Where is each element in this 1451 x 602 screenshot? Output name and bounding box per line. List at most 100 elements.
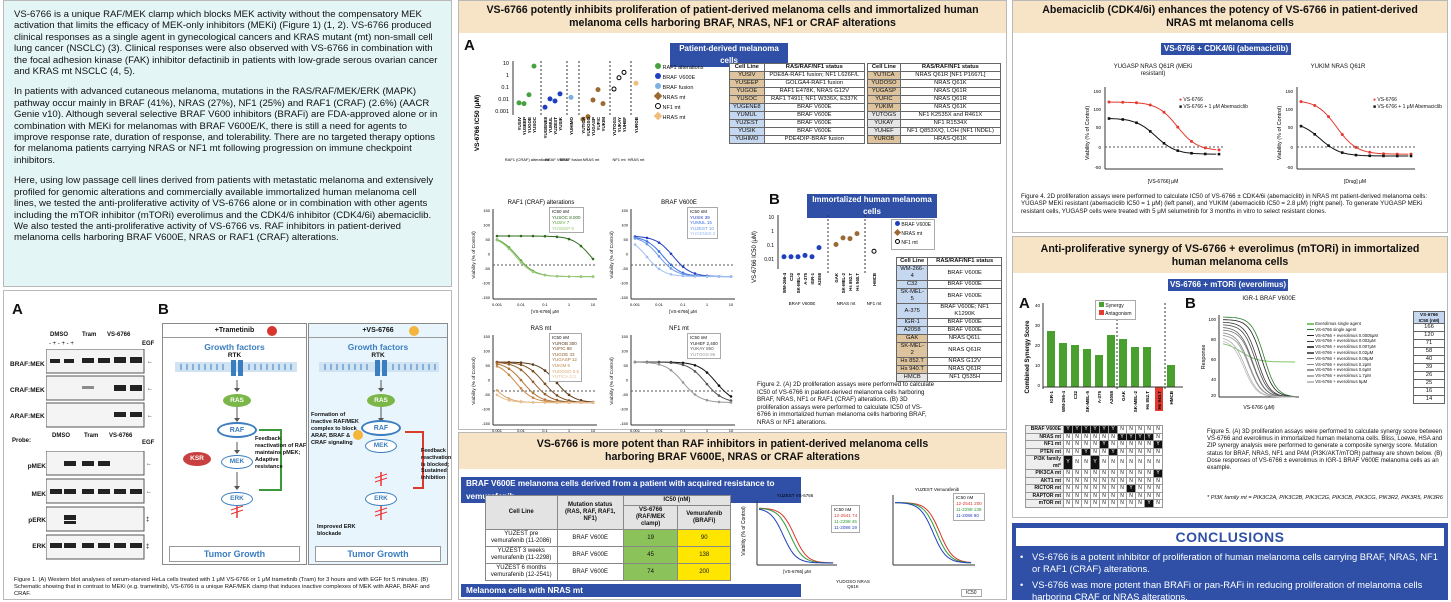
fig5b-ic-value: 26 (1413, 371, 1445, 380)
left-mek-node: MEK (221, 455, 253, 469)
fig5a-bar (1047, 331, 1055, 387)
mutation-cell: Y (1090, 425, 1100, 434)
mutation-cell: N (1090, 476, 1100, 485)
mutation-cell: Y (1063, 425, 1073, 434)
fig2a-curve-point (567, 237, 571, 241)
svg-text:0.1: 0.1 (767, 243, 774, 249)
fig2a-curve-point (669, 267, 673, 270)
fig5a-legend: Synergy Antagonism (1095, 300, 1136, 320)
mutation-cell: N (1063, 447, 1073, 456)
figure-5-footnote: * PI3K family mt = PIK3C2A, PIK3C2B, PIK… (1207, 495, 1443, 501)
fig5b-ic-value: 25 (1413, 379, 1445, 388)
fig2b-point (788, 254, 794, 260)
mutation-cell: N (1099, 432, 1109, 441)
svg-text:0: 0 (626, 252, 629, 257)
right-feedback-note: Feedback reactivation is blocked; Sustai… (421, 448, 452, 482)
fig4-right-title: YUKIM NRAS Q61R (1310, 64, 1366, 70)
cell-line-status: NRAS Q61R (927, 365, 1002, 374)
fig3-leg1-a: 12-2541 74 (834, 513, 858, 518)
svg-text:10: 10 (1035, 363, 1041, 368)
fig2a-curve-title: NF1 mt (669, 326, 689, 332)
fig2a-curve-point (693, 393, 697, 396)
fig2a-curve-point (543, 369, 547, 372)
blot-probe-label: Probe: (12, 438, 32, 444)
svg-text:0.1: 0.1 (680, 428, 686, 433)
fig5b-legend: Everolimus single agent VS-6766 single a… (1307, 321, 1378, 385)
mutation-cell: Y (1153, 440, 1163, 449)
fig5a-bar (1083, 349, 1091, 387)
schematic-right-header: +VS-6766 (309, 324, 447, 338)
mutation-cell: N (1063, 484, 1073, 493)
mutation-row: NRAS mt N N N N N N Y Y Y Y N (1025, 432, 1163, 441)
mutation-cell: N (1153, 447, 1163, 456)
fig2b-xlabel: A2058 (817, 272, 822, 285)
svg-text:0.001: 0.001 (495, 109, 509, 115)
svg-text:-50: -50 (484, 266, 491, 271)
fig2a-point (552, 98, 558, 104)
fig2a-legend-hras: HRAS mt (653, 111, 704, 123)
fig2a-right-row: YUKAY NF1 R1534X (867, 119, 1002, 128)
mutation-cell: N (1153, 455, 1163, 470)
svg-text:0.01: 0.01 (517, 302, 526, 307)
fig2a-xlabel: YUSIV (517, 117, 522, 131)
left-pathway-diagram (175, 360, 297, 518)
fig2b-point (847, 236, 853, 242)
cell-line-status: NRAS Q61R [NF1 P1667L] (899, 71, 1002, 80)
cell-line-name: YUSIV (729, 71, 765, 80)
fig2a-right-row: YUTICA NRAS Q61R [NF1 P1667L] (867, 71, 1002, 80)
fig2a-curve-legend-item: YUKIM 6 (552, 362, 571, 368)
fig4-right-curve: Viability (% of Control) 150 100 50 0 -50 [D… (1277, 87, 1415, 185)
mutation-cell: N (1072, 432, 1082, 441)
fig2a-xlabel: YUZEST (553, 117, 558, 135)
fig2a-point (590, 97, 596, 103)
cell-line-status: BRAF V600E (927, 326, 1002, 335)
mutation-label: PIK3CA mt (1025, 469, 1064, 478)
legend-swatch-icon (1307, 369, 1314, 371)
fig3-table-cell: 19 (622, 529, 679, 547)
fig3-legend-2: IC50 nM 12-2541 200 11-2298 138 11-2086 … (953, 493, 985, 521)
fig2a-point (516, 100, 522, 106)
svg-text:-50: -50 (1286, 165, 1293, 170)
fig4-right-leg-a: ● VS-6766 (1373, 97, 1397, 103)
mutation-cell: N (1144, 491, 1154, 500)
fig3-legend-1: IC50 nM 12-2541 74 11-2298 45 11-2086 19 (831, 505, 861, 533)
mutation-cell: N (1135, 447, 1145, 456)
blot-header-egf-2: EGF (142, 440, 155, 446)
fig2a-curve-point (705, 371, 709, 374)
fig2b-yaxis: VS-6766 IC50 (μM) (752, 231, 758, 283)
fig2a-xlabel: YUDOSO (586, 117, 591, 137)
cell-line-name: YUZEST (729, 119, 765, 128)
mutation-row: PIK3CA mt N N N N N N N N N N Y (1025, 469, 1163, 478)
fig2a-right-row: YUFIC NRAS Q61R (867, 95, 1002, 104)
fig2a-curve-point (555, 274, 559, 278)
mutation-cell: N (1099, 491, 1109, 500)
mutation-cell: N (1144, 455, 1154, 470)
fig3-ic50-mini: IC50 (961, 589, 982, 597)
conclusion-item-2: VS-6766 was more potent than BRAFi or pa… (1020, 579, 1440, 602)
fig3-c1-xunit: [VS-6766] μM (783, 569, 811, 574)
blot-header-dmso-2: DMSO (52, 433, 70, 439)
fig2a-right-row: YUDOSO NRAS Q61K (867, 79, 1002, 88)
mutation-cell: N (1126, 476, 1136, 485)
fig3-curve-line (758, 507, 834, 564)
right-pathway-diagram (319, 360, 439, 520)
figure-4-panel: Abemaciclib (CDK4/6i) enhances the poten… (1012, 0, 1448, 233)
mutation-cell: N (1063, 499, 1073, 508)
fig5b-ic-head: VS-6766 IC50 (nM) (1413, 311, 1445, 324)
mutation-cell: N (1135, 440, 1145, 449)
fig4-left-xunit: [VS-6766] μM (1148, 179, 1179, 185)
fig2a-curve-point (645, 361, 649, 364)
mutation-cell: Y (1099, 425, 1109, 434)
fig3-table-row: YUZEST 6 months vemurafenib (12-2541) BRA… (485, 563, 731, 581)
fig2a-curve-point (669, 252, 673, 256)
fig2a-curve-legend: IC50 nM YUROB 300 YUFIC 88 YUGOE 33 YUGASP 1… (549, 333, 583, 382)
mutation-cell: N (1108, 476, 1118, 485)
svg-text:1: 1 (568, 428, 571, 433)
fig4-right-xunit: [Drug] μM (1344, 179, 1366, 185)
fig4-curve-line (1108, 118, 1217, 155)
svg-text:100: 100 (483, 223, 490, 228)
fig2b-point (802, 252, 808, 258)
mutation-cell: N (1063, 432, 1073, 441)
fig3-vemurafenib-curve: YUZEST Vemurafenib (892, 487, 975, 566)
cell-line-status: NRAS Q61R (899, 95, 1002, 104)
